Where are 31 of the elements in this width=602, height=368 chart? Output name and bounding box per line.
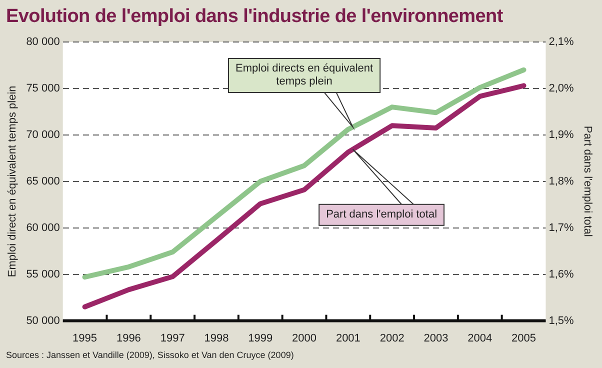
x-tick-label: 2004	[468, 332, 492, 344]
y2-tick-label: 1,5%	[548, 314, 574, 327]
x-tick-label: 2005	[512, 332, 536, 344]
chart-title: Evolution de l'emploi dans l'industrie de l'environnement	[5, 5, 504, 29]
y-tick-label: 80 000	[26, 36, 60, 48]
y-tick-label: 65 000	[26, 175, 60, 188]
source-note: Sources : Janssen et Vandille (2009), Sissoko et Van den Cruyce (2009)	[5, 349, 295, 360]
y2-tick-label: 1,7%	[548, 222, 574, 234]
x-tick-label: 1996	[116, 332, 141, 344]
y-axis-title: Emploi direct en équivalent temps plein	[6, 86, 19, 278]
y-tick-label: 55 000	[26, 268, 60, 280]
x-tick-label: 2002	[380, 332, 404, 344]
x-tick-label: 2003	[424, 332, 448, 344]
text: Part dans l'emploi total	[326, 208, 438, 220]
y2-tick-label: 1,9%	[548, 128, 574, 141]
text: Emploi directs en équivalent temps plein	[235, 62, 374, 88]
x-tick-label: 2001	[336, 332, 360, 344]
y-tick-label: 70 000	[26, 128, 60, 141]
y2-tick-label: 2,0%	[548, 82, 574, 94]
x-tick-label: 1995	[72, 332, 98, 344]
y-tick-label: 75 000	[26, 82, 60, 94]
x-tick-label: 2000	[292, 332, 317, 344]
y2-tick-label: 1,6%	[548, 268, 574, 280]
y-tick-label: 50 000	[26, 314, 60, 327]
x-tick-label: 1999	[248, 332, 273, 344]
x-tick-label: 1998	[204, 332, 229, 344]
y2-tick-label: 2,1%	[548, 36, 574, 48]
y-tick-label: 60 000	[26, 222, 60, 234]
x-tick-label: 1997	[160, 332, 185, 344]
y2-tick-label: 1,8%	[548, 175, 574, 188]
y2-axis-title: Part dans l'emploi total	[581, 126, 594, 237]
